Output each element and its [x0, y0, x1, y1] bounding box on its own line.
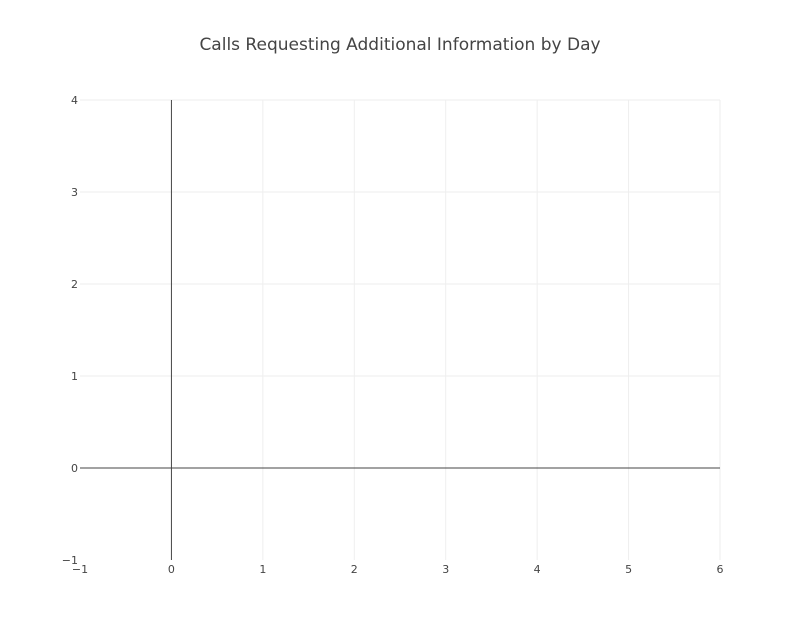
- x-tick-label: 2: [351, 563, 358, 576]
- x-tick-label: 0: [168, 563, 175, 576]
- y-tick-label: 4: [71, 94, 78, 107]
- zero-lines: [80, 100, 720, 560]
- x-tick-label: 6: [717, 563, 724, 576]
- y-tick-label: 3: [71, 186, 78, 199]
- y-tick-label: 2: [71, 278, 78, 291]
- x-axis-tick-labels: −1 0 1 2 3 4 5 6: [72, 563, 724, 576]
- y-gridlines: [80, 99, 720, 377]
- x-tick-label: 5: [625, 563, 632, 576]
- y-tick-label: 1: [71, 370, 78, 383]
- x-gridlines: [262, 100, 721, 560]
- y-axis-tick-labels: −1 0 1 2 3 4: [62, 94, 78, 567]
- x-tick-label: 1: [259, 563, 266, 576]
- x-tick-label: 3: [442, 563, 449, 576]
- y-tick-label: −1: [62, 554, 78, 567]
- x-tick-label: 4: [534, 563, 541, 576]
- chart-title: Calls Requesting Additional Information …: [199, 35, 600, 55]
- y-tick-label: 0: [71, 462, 78, 475]
- x-tick-label: −1: [72, 563, 88, 576]
